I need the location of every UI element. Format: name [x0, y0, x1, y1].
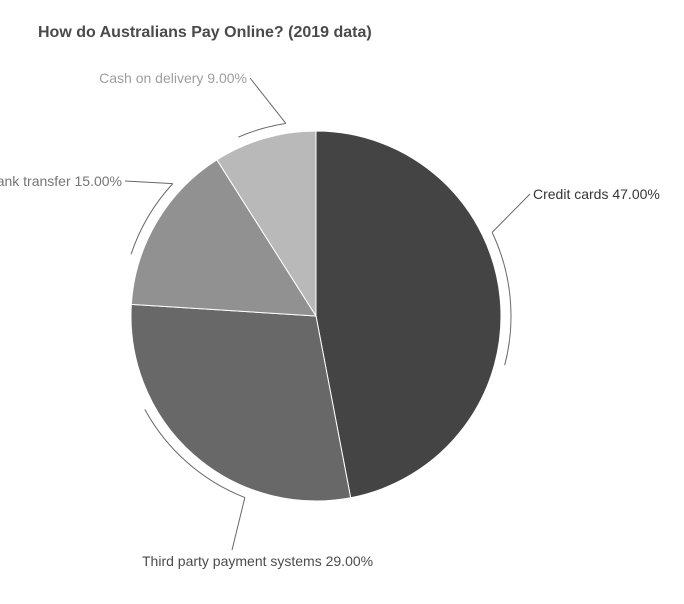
- slice-label: Credit cards 47.00%: [533, 186, 660, 202]
- pie-chart: [0, 0, 684, 604]
- pie-slice: [131, 304, 351, 501]
- slice-label: Bank transfer 15.00%: [0, 173, 122, 189]
- pie-slice: [316, 131, 501, 498]
- slice-label: Cash on delivery 9.00%: [99, 70, 247, 86]
- leader-line: [238, 78, 286, 137]
- slice-label: Third party payment systems 29.00%: [142, 553, 373, 569]
